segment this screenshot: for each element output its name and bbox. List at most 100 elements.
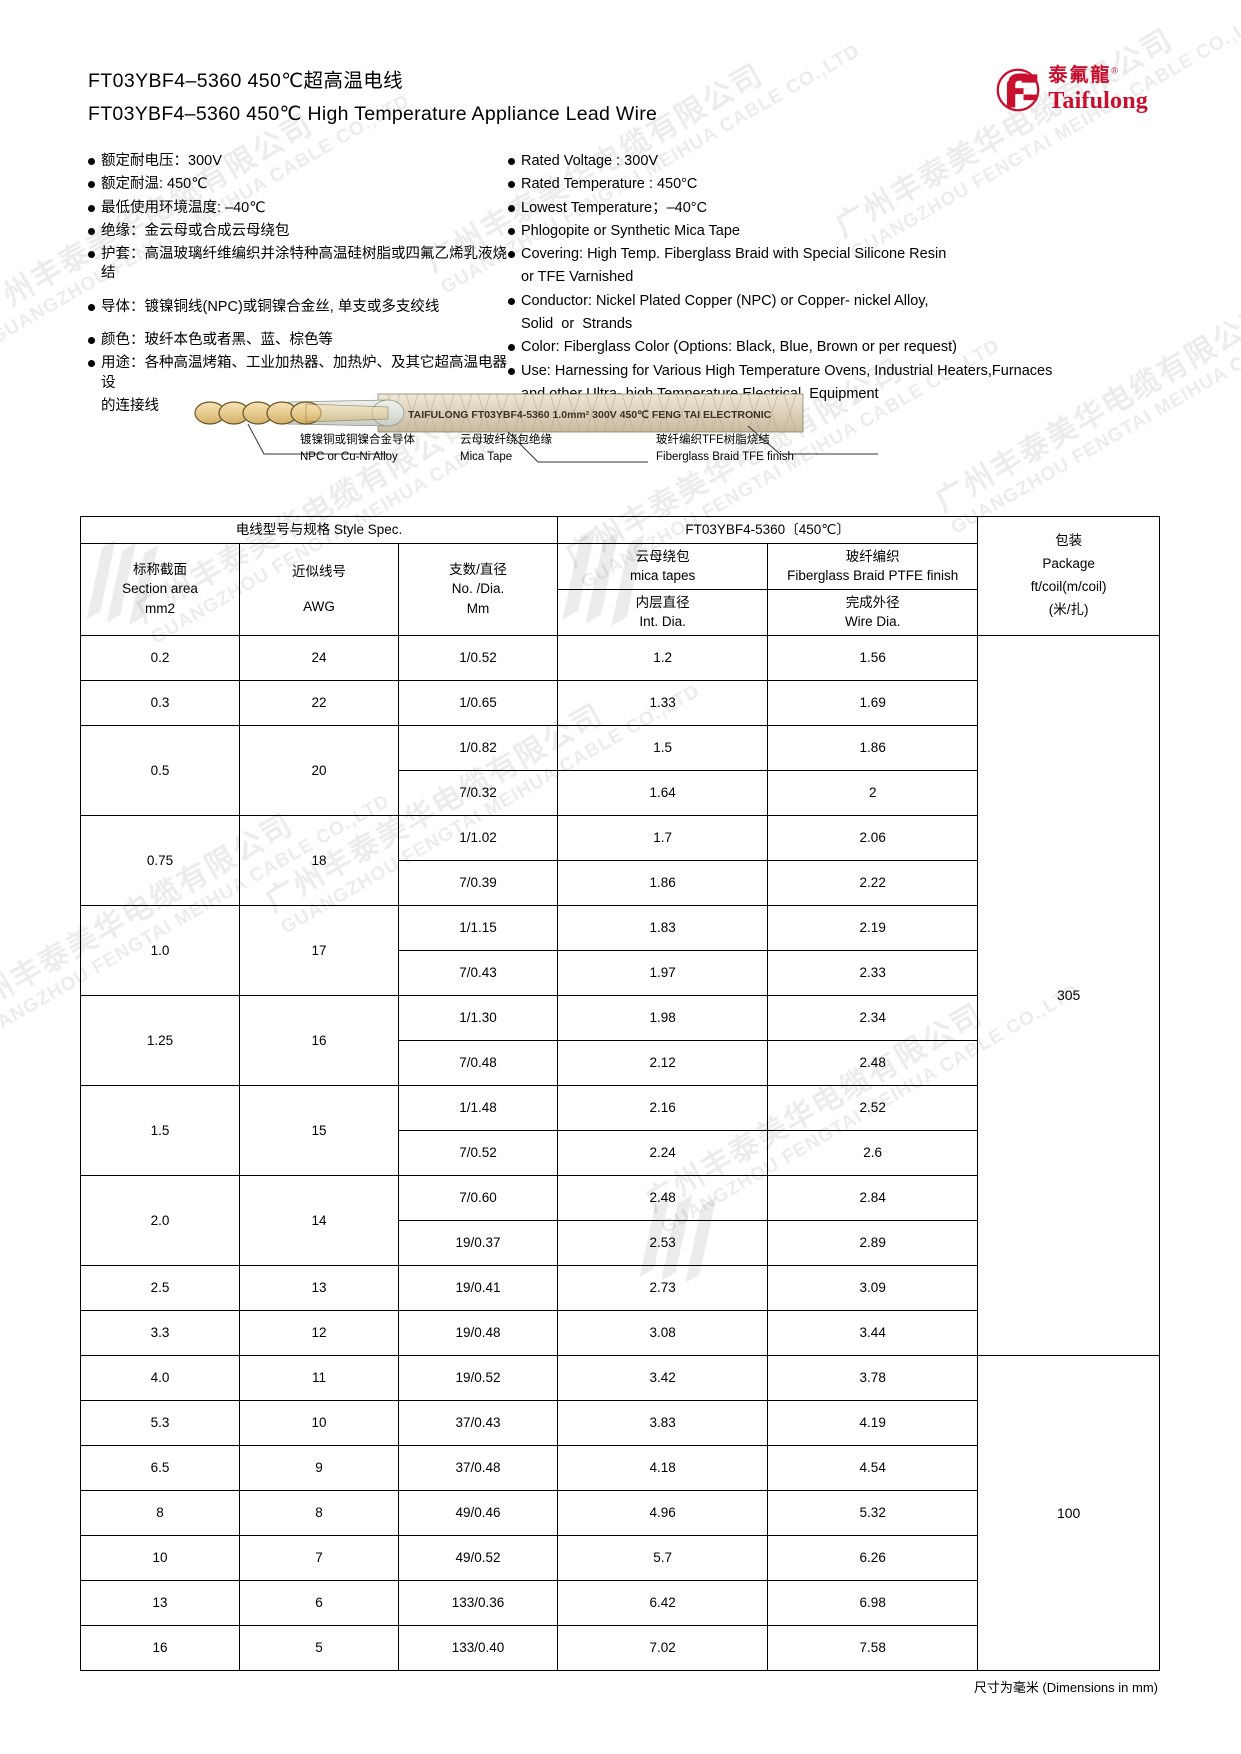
- cell-section-area: 1.25: [80, 994, 240, 1086]
- bullet-icon: [508, 367, 515, 375]
- cell-section-area: 16: [80, 1624, 240, 1671]
- spec-item-cont: 的连接线: [101, 397, 159, 414]
- bullet-icon: [508, 181, 515, 189]
- page-title-en: FT03YBF4–5360 450℃ High Temperature Appl…: [88, 103, 658, 125]
- cell-wire-dia: 2.19: [767, 904, 979, 951]
- callout-braid: 玻纤编织TFE树脂烧结 Fiberglass Braid TFE finish: [656, 434, 794, 463]
- cell-section-area: 8: [80, 1489, 240, 1536]
- cell-int-dia: 3.83: [557, 1399, 769, 1446]
- bullet-icon: [88, 227, 95, 235]
- cell-no-dia: 1/1.02: [397, 814, 559, 861]
- cell-int-dia: 2.48: [557, 1174, 769, 1221]
- cell-int-dia: 3.08: [557, 1309, 769, 1356]
- bullet-icon: [88, 251, 95, 259]
- header-package: 包装 Package ft/coil(m/coil) (米/扎): [977, 516, 1160, 636]
- cell-int-dia: 2.24: [557, 1129, 769, 1176]
- spec-item-cont: Solid or Strands: [521, 315, 633, 332]
- bullet-icon: [88, 158, 95, 165]
- cell-int-dia: 1.83: [557, 904, 769, 951]
- spec-item: Lowest Temperature；–40°C: [508, 199, 1153, 218]
- cell-section-area: 0.3: [80, 679, 240, 726]
- cell-int-dia: 4.96: [557, 1489, 769, 1536]
- cell-awg: 11: [239, 1354, 399, 1401]
- cell-awg: 10: [239, 1399, 399, 1446]
- cell-wire-dia: 2.84: [767, 1174, 979, 1221]
- header-model: FT03YBF4-5360〔450℃〕: [557, 516, 979, 544]
- header-int-dia: 内层直径 Int. Dia.: [557, 588, 769, 636]
- cell-no-dia: 49/0.52: [397, 1534, 559, 1581]
- cell-int-dia: 1.2: [557, 634, 769, 681]
- cell-wire-dia: 2.34: [767, 994, 979, 1041]
- spec-item: 最低使用环境温度: –40℃: [88, 199, 508, 218]
- company-logo: 泰氟龍® Taifulong: [995, 66, 1148, 113]
- taifulong-logo-icon: [995, 67, 1041, 113]
- cell-int-dia: 1.33: [557, 679, 769, 726]
- specs-chinese: 额定耐电压：300V 额定耐温: 450℃ 最低使用环境温度: –40℃ 绝缘：…: [88, 152, 508, 420]
- cell-wire-dia: 2: [767, 769, 979, 816]
- cell-wire-dia: 3.44: [767, 1309, 979, 1356]
- cell-awg: 16: [239, 994, 399, 1086]
- cell-awg: 6: [239, 1579, 399, 1626]
- cell-awg: 7: [239, 1534, 399, 1581]
- bullet-icon: [88, 303, 95, 311]
- cell-int-dia: 1.86: [557, 859, 769, 906]
- cell-int-dia: 7.02: [557, 1624, 769, 1671]
- cell-no-dia: 7/0.48: [397, 1039, 559, 1086]
- cell-awg: 8: [239, 1489, 399, 1536]
- table-row: 19/0.37 2.53 2.89: [81, 1219, 1160, 1266]
- bullet-icon: [508, 227, 515, 235]
- cell-int-dia: 3.42: [557, 1354, 769, 1401]
- spec-item: Use: Harnessing for Various High Tempera…: [508, 362, 1153, 381]
- bullet-icon: [508, 204, 515, 212]
- table-row: 8 8 49/0.46 4.96 5.32: [80, 1489, 1160, 1536]
- cell-wire-dia: 2.52: [767, 1084, 979, 1131]
- cell-wire-dia: 6.26: [767, 1534, 979, 1581]
- bullet-icon: [88, 336, 95, 344]
- spec-item: Phlogopite or Synthetic Mica Tape: [508, 222, 1153, 241]
- spec-item: 用途：各种高温烤箱、工业加热器、加热炉、及其它超高温电器设: [88, 354, 508, 393]
- cell-section-area: 3.3: [80, 1309, 240, 1356]
- cell-section-area: 5.3: [80, 1399, 240, 1446]
- wire-construction-diagram: TAIFULONG FT03YBF4-5360 1.0mm² 300V 450℃…: [88, 372, 1153, 502]
- spec-item: Conductor: Nickel Plated Copper (NPC) or…: [508, 292, 1153, 311]
- cell-wire-dia: 2.89: [767, 1219, 979, 1266]
- cell-int-dia: 2.53: [557, 1219, 769, 1266]
- spec-item: Color: Fiberglass Color (Options: Black,…: [508, 338, 1153, 357]
- cell-no-dia: 133/0.36: [397, 1579, 559, 1626]
- cell-no-dia: 133/0.40: [397, 1624, 559, 1671]
- bullet-icon: [508, 344, 515, 352]
- header-wire-dia: 完成外径 Wire Dia.: [767, 588, 979, 636]
- cell-section-area: 1.5: [80, 1084, 240, 1176]
- cell-package: 100: [977, 1354, 1160, 1671]
- spec-item: Rated Voltage : 300V: [508, 152, 1153, 171]
- cell-no-dia: 7/0.52: [397, 1129, 559, 1176]
- specs-english: Rated Voltage : 300V Rated Temperature :…: [508, 152, 1153, 408]
- table-footnote: 尺寸为毫米 (Dimensions in mm): [973, 1679, 1158, 1695]
- table-row: 7/0.32 1.64 2: [81, 769, 1160, 816]
- cell-awg: 15: [239, 1084, 399, 1176]
- table-row: 0.75 18 1/1.02 1.7 2.06: [80, 814, 1160, 906]
- cell-awg: 24: [239, 634, 399, 681]
- specification-table: 电线型号与规格 Style Spec. FT03YBF4-5360〔450℃〕 …: [79, 516, 1160, 1696]
- cell-wire-dia: 3.09: [767, 1264, 979, 1311]
- table-row: 16 5 133/0.40 7.02 7.58: [80, 1624, 1160, 1671]
- cell-no-dia: 1/1.15: [397, 904, 559, 951]
- cell-no-dia: 1/0.82: [397, 724, 559, 771]
- page-title-cn: FT03YBF4–5360 450℃超高温电线: [88, 70, 404, 92]
- cell-no-dia: 19/0.52: [397, 1354, 559, 1401]
- logo-brand-cn: 泰氟龍®: [1048, 65, 1121, 86]
- bullet-icon: [508, 251, 515, 259]
- cell-no-dia: 7/0.60: [397, 1174, 559, 1221]
- logo-text: 泰氟龍® Taifulong: [1048, 66, 1148, 113]
- cell-wire-dia: 2.48: [767, 1039, 979, 1086]
- table-row: 0.5 20 1/0.82 1.5 1.86: [80, 724, 1160, 816]
- table-row: 7/0.48 2.12 2.48: [81, 1039, 1160, 1086]
- cell-section-area: 2.5: [80, 1264, 240, 1311]
- cell-awg: 12: [239, 1309, 399, 1356]
- table-row: 0.3 22 1/0.65 1.33 1.69: [80, 679, 1160, 726]
- cell-no-dia: 19/0.48: [397, 1309, 559, 1356]
- bullet-icon: [508, 297, 515, 305]
- bullet-icon: [88, 181, 95, 189]
- cell-wire-dia: 1.56: [767, 634, 979, 681]
